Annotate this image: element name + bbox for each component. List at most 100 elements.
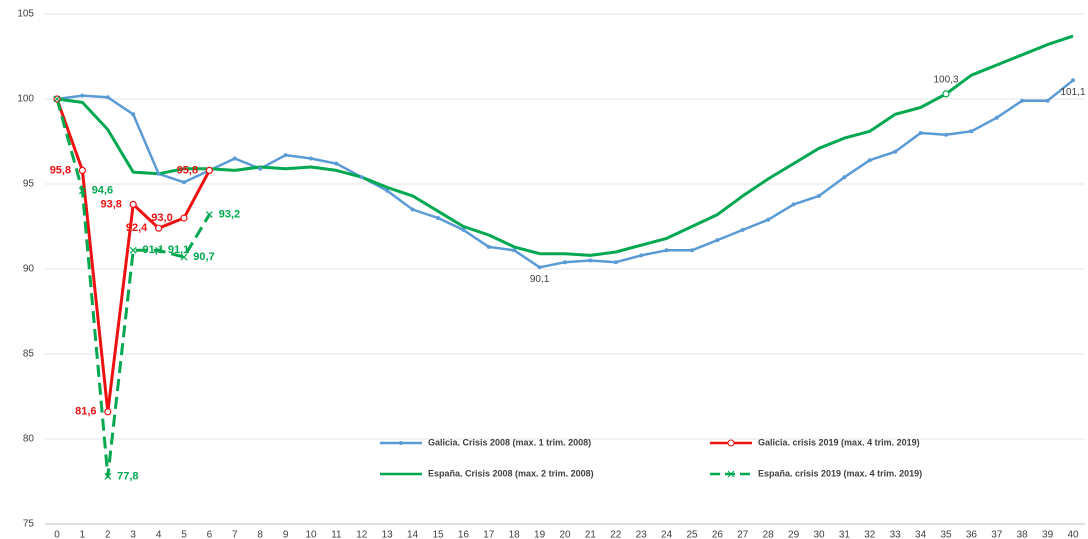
point — [105, 95, 110, 100]
point — [129, 200, 137, 208]
x-tick-label: 27 — [737, 530, 749, 539]
point — [817, 193, 821, 198]
point — [918, 131, 923, 135]
data-label: 100,3 — [933, 75, 958, 86]
legend-marker — [399, 441, 403, 445]
y-tick-label: 105 — [17, 9, 34, 20]
x-tick-label: 35 — [940, 530, 952, 539]
point — [715, 238, 720, 243]
data-label: 95,8 — [50, 164, 71, 176]
series-line — [55, 98, 211, 478]
point — [867, 158, 872, 163]
point — [537, 265, 542, 270]
data-label: 95,8 — [177, 164, 198, 176]
point — [182, 180, 186, 185]
x-tick-label: 28 — [763, 530, 775, 539]
point — [104, 472, 112, 480]
point — [104, 408, 112, 416]
x-tick-label: 5 — [181, 530, 187, 539]
point — [512, 248, 517, 253]
legend-marker — [727, 470, 735, 478]
x-tick-label: 1 — [80, 530, 86, 539]
data-label: 93,0 — [151, 212, 172, 224]
data-label: 77,8 — [117, 470, 138, 482]
data-label: 81,6 — [75, 406, 96, 418]
y-tick-label: 80 — [23, 434, 35, 445]
point — [385, 188, 390, 193]
x-tick-label: 4 — [156, 530, 162, 539]
point — [639, 253, 644, 258]
x-tick-label: 25 — [686, 530, 698, 539]
point — [842, 175, 847, 180]
x-tick-label: 18 — [509, 530, 521, 539]
data-label: 90,7 — [193, 251, 214, 263]
y-tick-label: 95 — [23, 179, 35, 190]
data-label: 91,1 — [142, 244, 163, 256]
x-tick-label: 19 — [534, 530, 546, 539]
data-label: 93,2 — [219, 209, 240, 221]
point — [791, 202, 796, 207]
point — [180, 253, 188, 261]
point — [155, 224, 163, 232]
x-tick-label: 37 — [991, 530, 1003, 539]
point — [258, 166, 263, 171]
x-tick-label: 32 — [864, 530, 876, 539]
point — [156, 171, 161, 176]
x-tick-label: 3 — [130, 530, 136, 539]
legend-label: España. Crisis 2008 (max. 2 trim. 2008) — [428, 468, 594, 478]
legend-label: España. crisis 2019 (max. 4 trim. 2019) — [758, 468, 922, 478]
point — [129, 246, 137, 254]
data-label: 90,1 — [530, 274, 550, 285]
point — [766, 217, 771, 222]
x-tick-label: 26 — [712, 530, 724, 539]
y-tick-label: 100 — [17, 94, 34, 105]
x-tick-label: 30 — [813, 530, 825, 539]
x-tick-label: 20 — [559, 530, 571, 539]
data-label: 92,4 — [126, 222, 148, 234]
point — [942, 90, 950, 98]
x-tick-label: 21 — [585, 530, 597, 539]
point — [283, 153, 288, 158]
point — [994, 115, 999, 120]
point — [205, 211, 213, 219]
point — [613, 260, 618, 265]
x-tick-label: 24 — [661, 530, 673, 539]
point — [309, 156, 313, 161]
point — [461, 227, 466, 232]
x-tick-label: 38 — [1017, 530, 1029, 539]
data-label: 101,1 — [1060, 87, 1085, 98]
x-tick-label: 39 — [1042, 530, 1054, 539]
point — [205, 166, 213, 174]
y-tick-label: 85 — [23, 349, 35, 360]
point — [410, 207, 415, 212]
point — [486, 244, 491, 249]
x-tick-label: 10 — [305, 530, 317, 539]
x-tick-label: 17 — [483, 530, 495, 539]
x-tick-label: 16 — [458, 530, 470, 539]
x-tick-label: 36 — [966, 530, 978, 539]
point — [588, 258, 593, 263]
y-tick-label: 90 — [23, 264, 35, 275]
point — [131, 112, 136, 117]
series-line — [56, 34, 1074, 257]
x-tick-label: 6 — [207, 530, 213, 539]
x-tick-label: 14 — [407, 530, 419, 539]
x-tick-label: 9 — [283, 530, 289, 539]
x-tick-label: 12 — [356, 530, 368, 539]
point — [80, 93, 85, 98]
point — [690, 248, 694, 253]
x-tick-label: 11 — [331, 530, 342, 539]
y-tick-label: 75 — [23, 519, 35, 530]
legend-label: Galicia. crisis 2019 (max. 4 trim. 2019) — [758, 437, 920, 447]
point — [1045, 98, 1050, 103]
x-tick-label: 7 — [232, 530, 238, 539]
point — [436, 216, 440, 220]
point — [664, 248, 669, 253]
point — [53, 95, 61, 103]
data-label: 94,6 — [92, 185, 113, 197]
point — [334, 161, 339, 166]
x-tick-label: 31 — [839, 530, 851, 539]
x-tick-label: 29 — [788, 530, 800, 539]
legend-label: Galicia. Crisis 2008 (max. 1 trim. 2008) — [428, 437, 591, 447]
